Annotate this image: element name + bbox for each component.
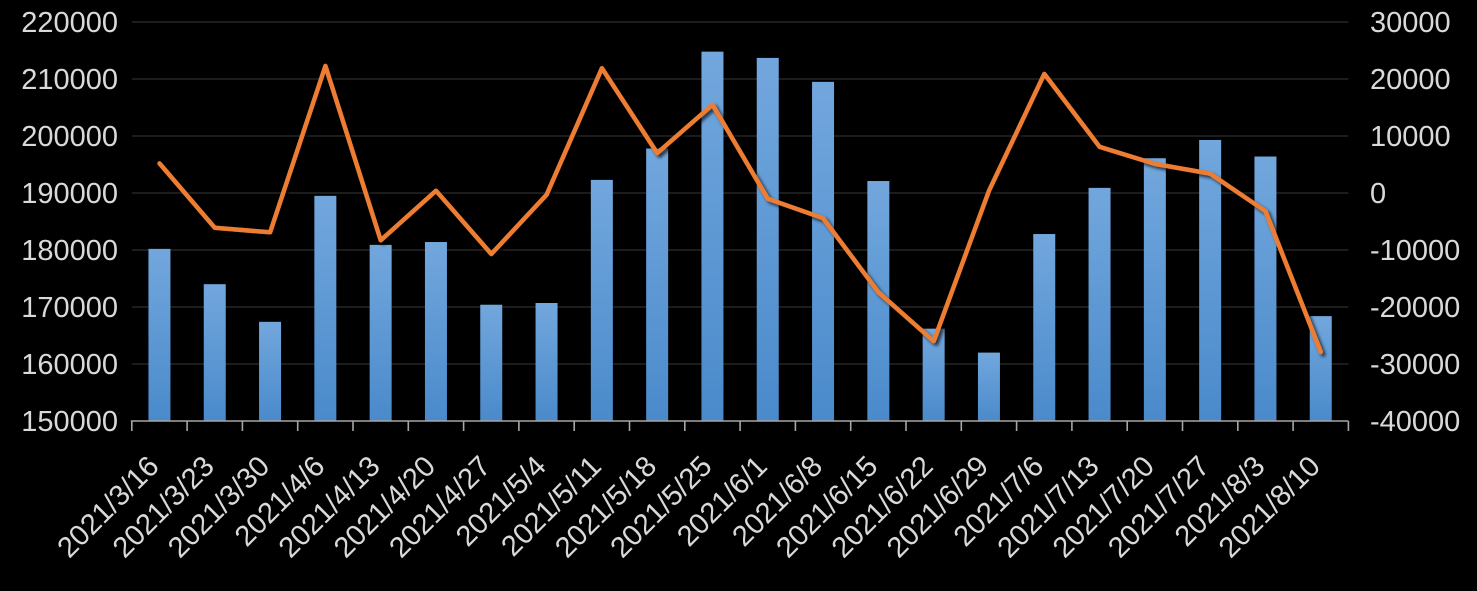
- left-axis-label-180000: 180000: [21, 235, 118, 267]
- bar-2021/7/20: [1143, 158, 1166, 422]
- bar-2021/3/30: [259, 321, 282, 421]
- left-axis-label-200000: 200000: [21, 121, 118, 153]
- bar-2021/7/6: [1033, 234, 1056, 421]
- gridlines-group: [131, 21, 1349, 365]
- right-axis-label--10000: -10000: [1370, 235, 1460, 267]
- left-axis-label-210000: 210000: [21, 64, 118, 96]
- bar-2021/6/29: [977, 352, 1000, 421]
- axis-labels-group: 2200002100002000001900001800001700001600…: [21, 7, 1460, 564]
- right-axis-label-20000: 20000: [1370, 64, 1451, 96]
- bar-2021/6/8: [812, 81, 835, 421]
- bar-2021/5/18: [646, 148, 669, 422]
- line-series-group: [157, 63, 1324, 355]
- right-axis-label-0: 0: [1370, 178, 1386, 210]
- bar-2021/3/23: [203, 284, 226, 421]
- bar-2021/4/13: [369, 244, 392, 421]
- bar-2021/3/16: [148, 248, 171, 421]
- bar-2021/4/27: [480, 304, 503, 421]
- bar-2021/5/25: [701, 51, 724, 421]
- bar-series-group: [148, 51, 1332, 422]
- bar-2021/4/20: [424, 242, 447, 421]
- bar-2021/5/4: [535, 303, 558, 421]
- bar-2021/4/6: [314, 195, 337, 421]
- left-axis-label-220000: 220000: [21, 7, 118, 39]
- bar-2021/6/22: [922, 328, 945, 421]
- right-axis-label--40000: -40000: [1370, 406, 1460, 438]
- line-series: [157, 63, 1324, 355]
- right-axis-label-10000: 10000: [1370, 121, 1451, 153]
- bar-2021/7/13: [1088, 187, 1111, 421]
- bar-2021/5/11: [590, 179, 613, 421]
- left-axis-label-170000: 170000: [21, 292, 118, 324]
- left-axis-label-160000: 160000: [21, 349, 118, 381]
- axes-group: [130, 420, 1350, 431]
- left-axis-label-150000: 150000: [21, 406, 118, 438]
- left-axis-label-190000: 190000: [21, 178, 118, 210]
- bar-2021/7/27: [1199, 139, 1222, 422]
- bar-2021/6/1: [756, 57, 779, 421]
- bar-2021/6/15: [867, 181, 890, 421]
- right-axis-label--20000: -20000: [1370, 292, 1460, 324]
- bar-2021/8/3: [1254, 156, 1277, 421]
- right-axis-label-30000: 30000: [1370, 7, 1451, 39]
- right-axis-label--30000: -30000: [1370, 349, 1460, 381]
